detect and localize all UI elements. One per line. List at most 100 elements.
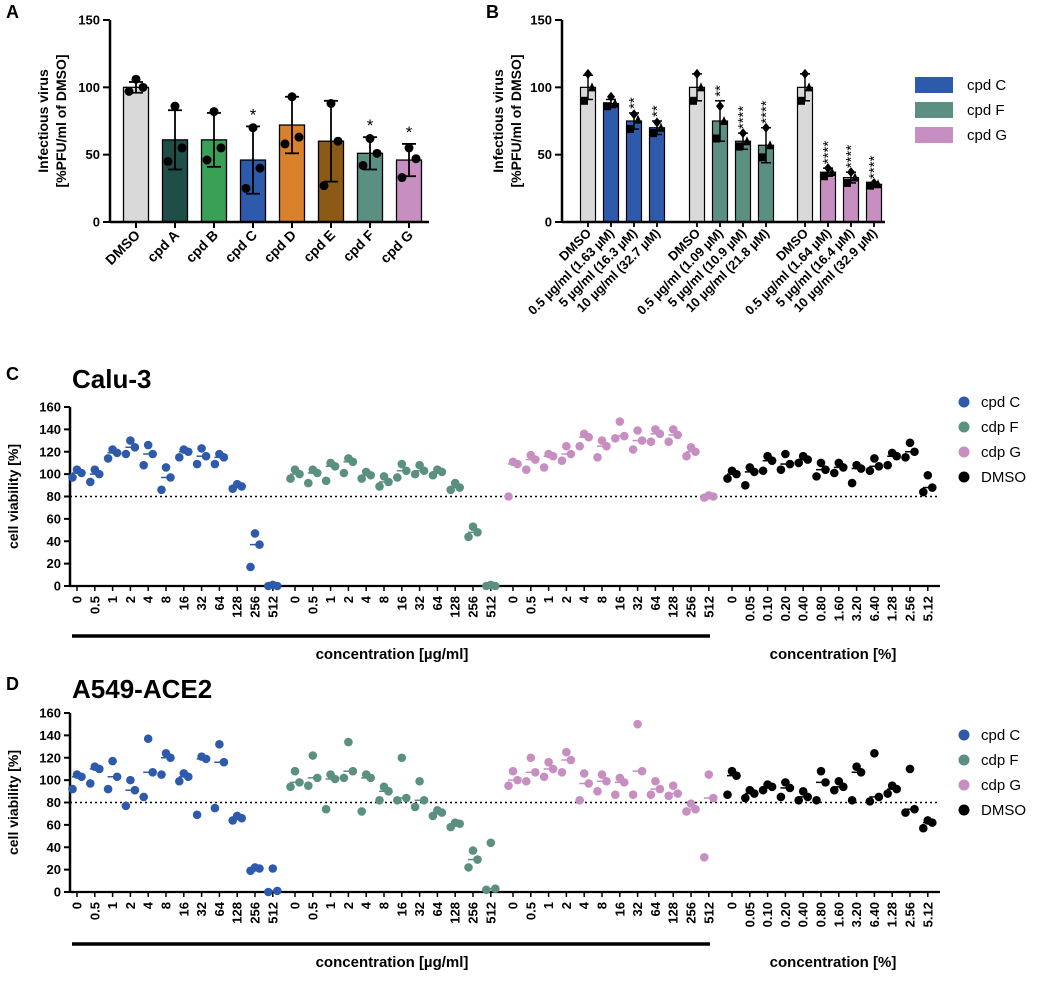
x-tick-label: 256 <box>248 902 263 924</box>
x-tick-label: 0.80 <box>814 596 829 621</box>
data-point <box>797 96 805 105</box>
y-tick-label: 100 <box>39 467 61 482</box>
data-point <box>651 776 660 786</box>
data-point <box>739 128 747 139</box>
data-point <box>344 454 353 463</box>
y-tick-label: 80 <box>47 489 61 504</box>
data-point <box>339 773 349 783</box>
data-point <box>615 773 625 783</box>
data-point <box>801 68 809 79</box>
data-point <box>866 181 874 190</box>
data-point <box>557 456 567 466</box>
data-point <box>86 779 95 788</box>
data-point <box>539 772 549 782</box>
data-point <box>397 173 407 183</box>
data-point <box>905 438 915 448</box>
data-point <box>295 778 304 787</box>
x-tick-label: 4 <box>359 595 374 603</box>
data-point <box>290 465 300 474</box>
data-point <box>593 787 602 796</box>
x-tick-label: 64 <box>648 595 663 610</box>
data-point <box>90 762 100 771</box>
significance-label: * <box>250 105 257 124</box>
x-axis-label-ugml: concentration [µg/ml] <box>316 954 469 971</box>
x-tick-label: 6.40 <box>867 596 882 621</box>
data-point <box>344 737 353 747</box>
data-point <box>321 476 331 486</box>
data-point <box>333 136 343 146</box>
data-point <box>522 465 531 474</box>
panel-b-bar-chart: 0 50 100 150 Infectious virus [%PFU/ml of DMS… <box>490 13 1007 318</box>
y-axis-label-line1: Infectious virus <box>490 69 506 173</box>
data-point <box>901 808 910 817</box>
x-tick-label: 64 <box>212 595 227 610</box>
data-point <box>179 445 189 454</box>
data-point <box>766 140 774 150</box>
data-point <box>544 449 553 459</box>
data-point <box>910 447 919 457</box>
data-point <box>633 426 642 435</box>
x-tick-label: 256 <box>248 596 263 618</box>
data-point <box>834 776 844 786</box>
data-point <box>923 816 933 825</box>
data-point <box>580 96 588 105</box>
panel-letter-b: B <box>486 2 499 22</box>
x-tick-label: 8 <box>377 596 392 603</box>
data-point <box>526 450 536 460</box>
x-tick-label: 1 <box>541 596 556 603</box>
data-point <box>816 458 826 468</box>
data-point <box>450 478 460 488</box>
y-tick-label: 120 <box>39 444 61 459</box>
data-point <box>393 795 402 805</box>
data-point <box>704 491 714 500</box>
data-point <box>179 769 189 778</box>
data-point <box>433 465 442 474</box>
data-point <box>308 465 318 474</box>
data-point <box>143 440 153 450</box>
data-point <box>673 789 682 798</box>
legend-label: cdp F <box>981 419 1019 436</box>
bar <box>602 102 620 223</box>
data-point <box>615 417 625 426</box>
data-point <box>735 142 743 151</box>
data-point <box>197 444 206 453</box>
data-point <box>319 181 329 191</box>
x-tick-label: 6.40 <box>867 902 882 927</box>
data-point <box>741 481 750 490</box>
x-axis-label-percent: concentration [%] <box>770 954 897 971</box>
data-point <box>124 86 134 96</box>
data-point <box>166 473 175 482</box>
x-tick-label: 16 <box>612 902 627 916</box>
y-tick-label: 20 <box>47 862 61 877</box>
data-point <box>830 468 839 478</box>
data-point <box>602 776 611 786</box>
data-point <box>202 155 212 165</box>
data-point <box>513 775 522 785</box>
data-point <box>255 540 264 549</box>
bar <box>122 86 150 223</box>
data-point <box>649 129 657 138</box>
x-tick-label: 1 <box>541 902 556 909</box>
x-tick-label: 0.80 <box>814 902 829 927</box>
data-point <box>393 473 402 482</box>
significance-label: ** <box>649 105 666 117</box>
y-tick-label: 160 <box>39 400 61 415</box>
data-point <box>910 804 919 814</box>
data-point <box>745 785 755 795</box>
data-point <box>805 82 813 92</box>
data-point <box>402 793 411 803</box>
x-tick-label: 4 <box>577 901 592 909</box>
data-point <box>883 789 892 798</box>
x-tick-label: 0.40 <box>796 902 811 927</box>
data-point <box>557 767 567 777</box>
x-tick-label: 0.05 <box>742 596 757 621</box>
data-point <box>209 107 219 117</box>
legend-label: cpd C <box>967 77 1006 94</box>
data-point <box>273 886 282 896</box>
x-tick-label: 3.20 <box>849 902 864 927</box>
x-tick-label: 0.5 <box>87 596 102 614</box>
bar <box>796 86 814 223</box>
data-point <box>201 451 211 461</box>
legend-label: cdp F <box>981 752 1019 769</box>
x-tick-label: 0 <box>506 902 521 909</box>
